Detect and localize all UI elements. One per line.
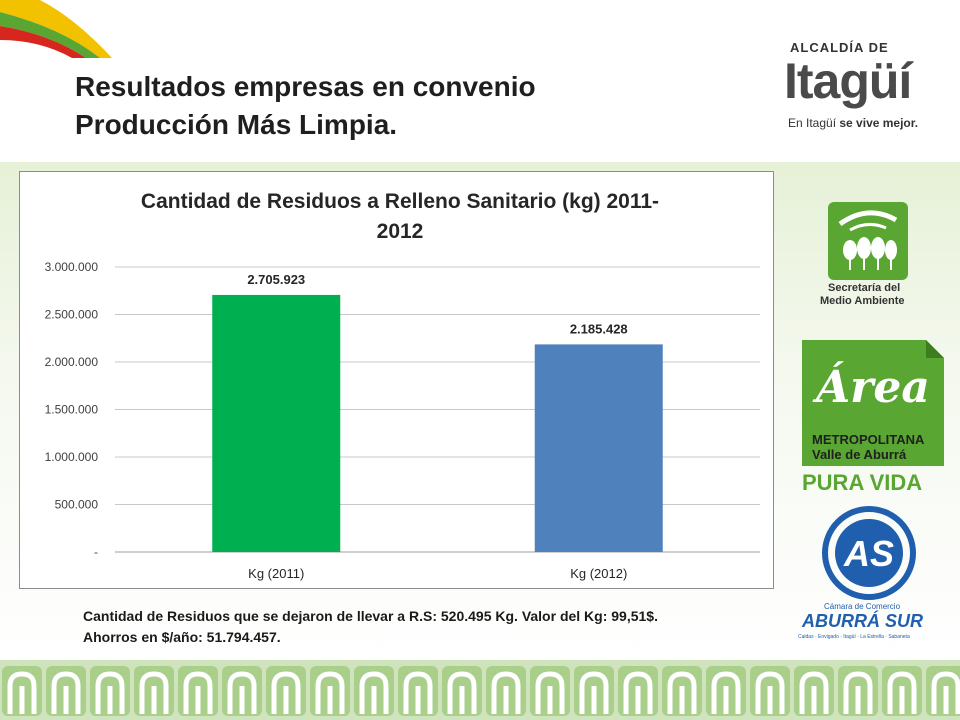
footer-tile bbox=[794, 666, 834, 716]
chart-title-line1: Cantidad de Residuos a Relleno Sanitario… bbox=[141, 190, 659, 213]
footer-tile bbox=[926, 666, 960, 716]
footer-tile bbox=[442, 666, 482, 716]
area-line3: PURA VIDA bbox=[802, 470, 923, 495]
footer-tile bbox=[266, 666, 306, 716]
area-badge-icon bbox=[802, 340, 944, 466]
footer-tile bbox=[354, 666, 394, 716]
footer-tile bbox=[398, 666, 438, 716]
data-label: 2.705.923 bbox=[247, 272, 305, 287]
caption: Cantidad de Residuos que se dejaron de l… bbox=[83, 606, 658, 648]
y-tick-label: 1.500.000 bbox=[45, 403, 99, 417]
area-metropolitana-logo: Área METROPOLITANA Valle de Aburrá PURA … bbox=[802, 340, 944, 496]
camara-emblem-icon: AS bbox=[822, 506, 916, 600]
area-script: Área bbox=[816, 362, 930, 413]
footer-tile bbox=[662, 666, 702, 716]
camara-line3: Caldas · Envigado · Itagüí · La Estrella… bbox=[798, 634, 910, 640]
footer-tile bbox=[46, 666, 86, 716]
slide-title: Resultados empresas en convenio Producci… bbox=[75, 68, 536, 144]
camara-line1: Cámara de Comercio bbox=[824, 602, 901, 611]
bar bbox=[534, 344, 663, 552]
area-line1: METROPOLITANA bbox=[812, 432, 925, 447]
itagui-logo-name: Itagüí bbox=[784, 53, 912, 109]
footer-tile bbox=[2, 666, 42, 716]
y-tick-label: 2.500.000 bbox=[45, 308, 99, 322]
footer-tile bbox=[310, 666, 350, 716]
secretaria-medio-ambiente-logo: Secretaría del Medio Ambiente bbox=[812, 202, 922, 312]
y-tick-label: 500.000 bbox=[55, 498, 99, 512]
slide-title-line2: Producción Más Limpia. bbox=[75, 109, 398, 140]
bar-chart: Cantidad de Residuos a Relleno Sanitario… bbox=[45, 190, 760, 581]
footer-tile bbox=[530, 666, 570, 716]
footer-tile bbox=[134, 666, 174, 716]
camara-comercio-logo: AS Cámara de Comercio ABURRÁ SUR Caldas … bbox=[796, 506, 942, 646]
footer-tile bbox=[178, 666, 218, 716]
caption-line1: Cantidad de Residuos que se dejaron de l… bbox=[83, 608, 658, 624]
area-line2: Valle de Aburrá bbox=[812, 447, 907, 462]
slide-title-line1: Resultados empresas en convenio bbox=[75, 71, 536, 102]
footer-tile bbox=[486, 666, 526, 716]
caption-line2: Ahorros en $/año: 51.794.457. bbox=[83, 629, 281, 645]
secretaria-line1: Secretaría del bbox=[828, 282, 901, 294]
footer-tile-pattern bbox=[2, 666, 960, 716]
footer-tile bbox=[90, 666, 130, 716]
bar bbox=[212, 294, 341, 552]
x-tick-label: Kg (2011) bbox=[248, 566, 304, 581]
footer-tile bbox=[618, 666, 658, 716]
footer-tile bbox=[838, 666, 878, 716]
flag-swoosh-decoration bbox=[0, 0, 112, 58]
itagui-tagline-bold: se vive mejor. bbox=[839, 116, 919, 130]
camara-letters: AS bbox=[843, 533, 894, 574]
itagui-logo: ALCALDÍA DE Itagüí En Itagüí se vive mej… bbox=[782, 38, 942, 134]
y-tick-label: - bbox=[94, 545, 98, 559]
camara-line2: ABURRÁ SUR bbox=[802, 611, 923, 631]
y-tick-label: 1.000.000 bbox=[45, 450, 99, 464]
secretaria-line2: Medio Ambiente bbox=[820, 295, 905, 307]
x-tick-label: Kg (2012) bbox=[570, 566, 627, 581]
itagui-tagline-normal: En Itagüí bbox=[788, 116, 840, 130]
y-tick-label: 3.000.000 bbox=[45, 260, 99, 274]
footer-tile bbox=[222, 666, 262, 716]
data-label: 2.185.428 bbox=[570, 321, 628, 336]
footer-tile bbox=[706, 666, 746, 716]
footer-tile bbox=[750, 666, 790, 716]
footer-tile bbox=[882, 666, 922, 716]
chart-container: Cantidad de Residuos a Relleno Sanitario… bbox=[19, 171, 774, 589]
y-tick-label: 2.000.000 bbox=[45, 355, 99, 369]
trees-icon bbox=[828, 202, 908, 280]
itagui-logo-top: ALCALDÍA DE bbox=[790, 40, 889, 55]
chart-title-line2: 2012 bbox=[377, 220, 424, 243]
itagui-logo-tagline: En Itagüí se vive mejor. bbox=[788, 116, 918, 130]
footer-tile bbox=[574, 666, 614, 716]
footer-pattern bbox=[0, 660, 960, 720]
